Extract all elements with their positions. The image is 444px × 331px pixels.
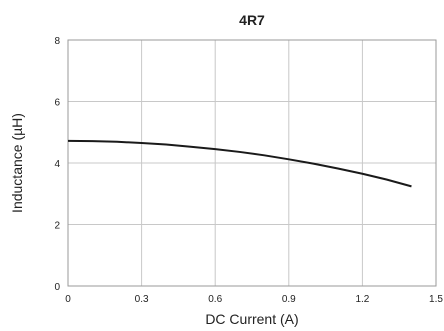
x-tick-label: 0.9: [282, 294, 296, 305]
x-axis-label: DC Current (A): [205, 311, 298, 327]
y-tick-label: 2: [54, 221, 60, 232]
x-tick-label: 1.2: [355, 294, 369, 305]
y-tick-label: 8: [54, 36, 60, 47]
grid: [67, 39, 437, 287]
y-tick-label: 4: [54, 159, 60, 170]
x-tick-labels: 0 0.3 0.6 0.9 1.2 1.5: [65, 294, 443, 305]
series-group: [67, 139, 412, 188]
plot-frame: [67, 39, 437, 287]
y-tick-label: 6: [54, 98, 60, 109]
chart-title: 4R7: [239, 12, 265, 28]
inductance-curve: [67, 139, 412, 188]
y-axis-label: Inductance (µH): [9, 113, 25, 213]
x-tick-label: 0: [65, 294, 71, 305]
y-tick-label: 0: [54, 282, 60, 293]
x-tick-label: 1.5: [429, 294, 443, 305]
x-tick-label: 0.3: [135, 294, 149, 305]
x-tick-label: 0.6: [208, 294, 222, 305]
y-tick-labels: 0 2 4 6 8: [54, 36, 60, 293]
